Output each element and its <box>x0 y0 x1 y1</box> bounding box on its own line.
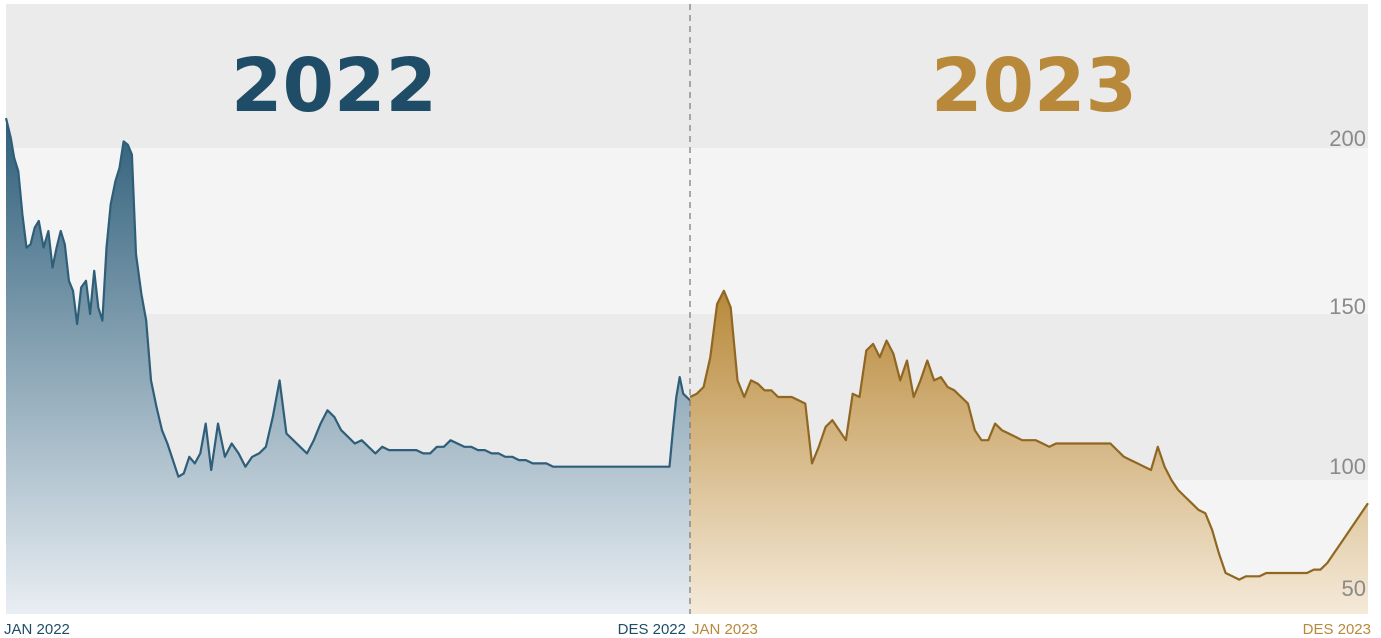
area-fill-2023 <box>690 290 1368 614</box>
grid-band <box>6 4 1368 148</box>
y-tick-label: 200 <box>1329 126 1366 151</box>
area-fill-2022 <box>6 118 690 614</box>
y-tick-label: 50 <box>1342 576 1366 601</box>
y-tick-label: 150 <box>1329 294 1366 319</box>
x-tick-jan-2022: JAN 2022 <box>4 621 70 638</box>
x-tick-des-2023: DES 2023 <box>1303 621 1371 638</box>
year-label-2022: 2022 <box>231 43 437 129</box>
series-line-2023 <box>689 289 1369 581</box>
series-line-2022 <box>4 117 691 478</box>
y-tick-label: 100 <box>1329 454 1366 479</box>
year-label-2023: 2023 <box>931 43 1137 129</box>
grid-band <box>6 148 1368 314</box>
x-tick-jan-2023: JAN 2023 <box>692 621 758 638</box>
x-tick-des-2022: DES 2022 <box>618 621 686 638</box>
